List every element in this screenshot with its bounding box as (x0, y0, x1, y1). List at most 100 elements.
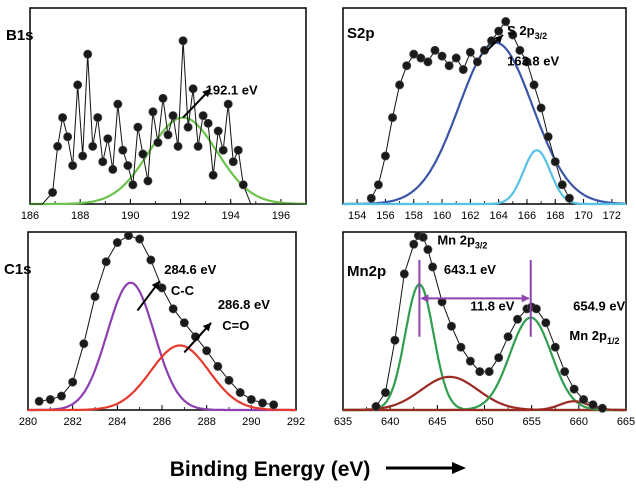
separation-arrowhead (420, 294, 429, 303)
annotation-label: S 2p3/2 (507, 23, 547, 41)
fit-curve (343, 375, 626, 412)
data-point (446, 321, 456, 331)
x-tick-label: 190 (121, 210, 139, 222)
data-point (178, 36, 188, 46)
data-point (146, 255, 156, 265)
data-point (522, 57, 532, 67)
x-tick-label: 640 (381, 416, 399, 428)
data-point (223, 99, 233, 109)
data-point (112, 238, 122, 248)
data-point (157, 283, 167, 293)
data-point (179, 318, 189, 328)
x-tick-label: 282 (63, 416, 81, 428)
data-point (444, 61, 454, 71)
x-axis-title-text: Binding Energy (eV) (169, 458, 371, 481)
data-point (503, 332, 513, 342)
data-point (138, 149, 148, 159)
data-point (541, 318, 551, 328)
data-point (475, 367, 485, 377)
annotation-label: C-C (171, 283, 195, 298)
data-point (494, 26, 504, 36)
data-point (371, 402, 381, 412)
data-point (465, 47, 475, 57)
data-point (213, 126, 223, 136)
x-tick-label: 164 (489, 210, 507, 222)
fit-curve (30, 116, 306, 206)
data-point (423, 57, 433, 67)
annotation-label: 192.1 eV (206, 83, 258, 98)
data-point (213, 361, 223, 371)
right-arrow-icon (386, 462, 467, 475)
x-tick-label: 650 (475, 416, 493, 428)
data-point (380, 388, 390, 398)
data-point (458, 65, 468, 75)
x-tick-label: 284 (108, 416, 126, 428)
data-point (388, 113, 398, 123)
data-point (133, 122, 143, 132)
data-point (103, 134, 113, 144)
data-point (98, 157, 108, 167)
data-point (269, 400, 279, 410)
panel-label: S2p (347, 25, 375, 42)
annotation-arrowhead (202, 88, 211, 98)
data-point (430, 45, 440, 55)
annotation-arrowhead (202, 322, 212, 332)
data-point (124, 231, 134, 241)
x-tick-label: 292 (287, 416, 305, 428)
plot-frame (342, 231, 627, 411)
data-point (416, 53, 426, 63)
data-point (380, 151, 390, 161)
x-tick-label: 158 (405, 210, 423, 222)
x-tick-label: 655 (522, 416, 540, 428)
plot-frame (342, 7, 627, 205)
fit-curve (28, 344, 296, 412)
data-point (557, 180, 567, 190)
x-tick-label: 160 (433, 210, 451, 222)
x-tick-label: 168 (546, 210, 564, 222)
data-point (108, 164, 118, 174)
data-point (501, 17, 511, 27)
data-point (409, 49, 419, 59)
data-point (257, 398, 267, 408)
data-point (399, 269, 409, 279)
data-point (168, 111, 178, 121)
data-point (579, 395, 589, 405)
x-tick-label: 645 (428, 416, 446, 428)
data-point (158, 93, 168, 103)
data-point (68, 377, 78, 387)
data-point (148, 107, 158, 117)
data-point (402, 61, 412, 71)
x-tick-label: 156 (376, 210, 394, 222)
data-point (101, 257, 111, 267)
shared-x-axis-title: Binding Energy (eV) (0, 458, 636, 482)
data-point (163, 130, 173, 140)
data-point (550, 157, 560, 167)
data-point (58, 113, 68, 123)
separation-arrowhead (521, 294, 530, 303)
data-point (494, 353, 504, 363)
data-trace (30, 40, 306, 205)
x-tick-label: 192 (171, 210, 189, 222)
data-point (233, 145, 243, 155)
panel-label: C1s (4, 261, 32, 278)
data-point (183, 122, 193, 132)
annotation-label: Mn 2p3/2 (437, 232, 487, 250)
data-point (79, 339, 89, 349)
plot-frame (27, 231, 297, 411)
data-point (235, 388, 245, 398)
data-point (193, 141, 203, 151)
data-point (390, 335, 400, 345)
data-point (465, 356, 475, 366)
x-tick-label: 186 (21, 210, 39, 222)
data-point (550, 342, 560, 352)
data-point (128, 180, 138, 190)
data-point (123, 161, 133, 171)
data-point (68, 161, 78, 171)
data-point (168, 304, 178, 314)
x-tick-label: 280 (19, 416, 37, 428)
panel-label: B1s (6, 27, 34, 44)
panel-b1s: 186 188 190 192 194 196 192.1 eV (21, 7, 307, 222)
data-point (143, 176, 153, 186)
data-trace (39, 235, 274, 406)
x-tick-label: 194 (222, 210, 240, 222)
